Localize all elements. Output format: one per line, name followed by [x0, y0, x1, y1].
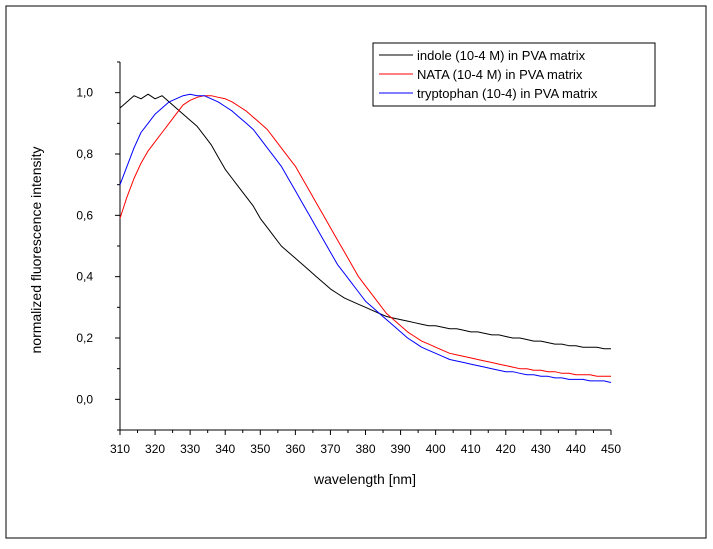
- x-tick-label-360: 360: [285, 442, 305, 456]
- y-tick-label-3: 0,6: [76, 208, 93, 222]
- x-tick-label-380: 380: [355, 442, 375, 456]
- y-tick-label-0: 0,0: [76, 392, 93, 406]
- y-tick-label-2: 0,4: [76, 270, 93, 284]
- x-tick-label-370: 370: [320, 442, 340, 456]
- x-tick-label-400: 400: [426, 442, 446, 456]
- x-tick-label-310: 310: [110, 442, 130, 456]
- y-axis-label: normalized fluorescence intensity: [28, 147, 44, 354]
- legend-label-2: tryptophan (10-4) in PVA matrix: [417, 86, 598, 101]
- x-tick-label-340: 340: [215, 442, 235, 456]
- legend-label-1: NATA (10-4 M) in PVA matrix: [417, 67, 583, 82]
- x-tick-label-450: 450: [601, 442, 621, 456]
- outer-border: [5, 5, 707, 539]
- series-line-0: [119, 93, 611, 350]
- x-tick-label-330: 330: [180, 442, 200, 456]
- y-tick-label-1: 0,2: [76, 331, 93, 345]
- x-axis-label: wavelength [nm]: [313, 471, 416, 487]
- series-line-2: [119, 93, 612, 383]
- x-tick-label-390: 390: [391, 442, 411, 456]
- x-tick-label-350: 350: [250, 442, 270, 456]
- legend-label-0: indole (10-4 M) in PVA matrix: [417, 48, 586, 63]
- x-tick-label-440: 440: [566, 442, 586, 456]
- y-tick-label-5: 1,0: [76, 86, 93, 100]
- series-line-1: [119, 95, 611, 377]
- y-tick-label-4: 0,8: [76, 147, 93, 161]
- x-tick-label-420: 420: [496, 442, 516, 456]
- legend-box: [372, 42, 656, 107]
- x-tick-label-430: 430: [531, 442, 551, 456]
- x-tick-label-320: 320: [145, 442, 165, 456]
- x-tick-label-410: 410: [461, 442, 481, 456]
